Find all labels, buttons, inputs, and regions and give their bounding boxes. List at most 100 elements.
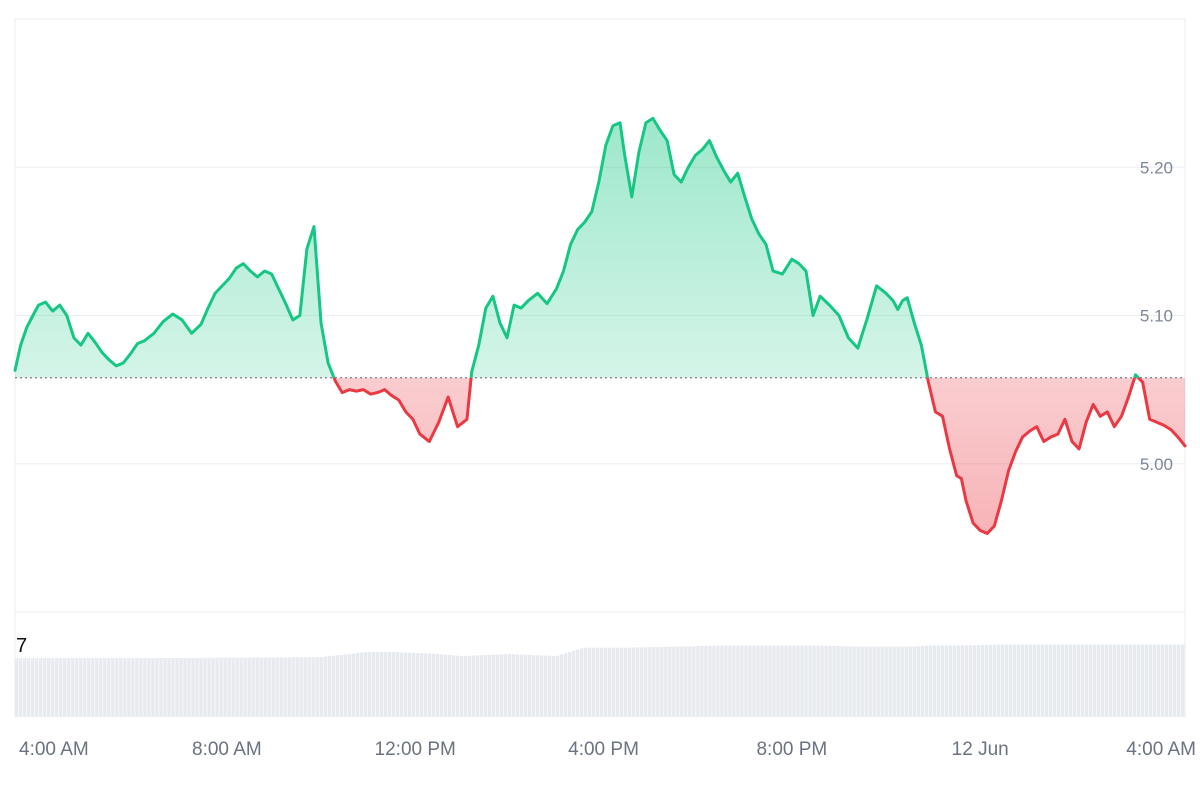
- price-point: [687, 166, 689, 168]
- volume-bar: [547, 655, 552, 717]
- volume-bar: [1136, 644, 1141, 717]
- price-point: [652, 117, 654, 119]
- volume-bar: [1092, 644, 1097, 717]
- price-point: [478, 344, 480, 346]
- volume-bar: [660, 646, 664, 717]
- price-point: [857, 347, 859, 349]
- price-point: [228, 277, 230, 279]
- volume-bar: [431, 653, 436, 717]
- volume-bar: [71, 658, 75, 717]
- price-lines: [13, 116, 1187, 535]
- price-point: [828, 304, 830, 306]
- volume-bar: [656, 647, 660, 717]
- volume-bar: [183, 657, 187, 717]
- price-point: [1127, 396, 1129, 398]
- volume-bar: [760, 645, 764, 717]
- volume-bar: [243, 657, 247, 717]
- y-axis-ticks: 5.20 5.10 5.00: [1140, 158, 1173, 474]
- price-point: [285, 302, 287, 304]
- volume-bar: [920, 646, 924, 717]
- volume-bar: [716, 645, 720, 717]
- price-point: [456, 425, 458, 427]
- volume-bar: [351, 653, 355, 717]
- price-point: [172, 313, 174, 315]
- price-point: [390, 394, 392, 396]
- volume-bar: [688, 646, 692, 717]
- volume-bar: [1032, 644, 1037, 717]
- volume-bar: [600, 647, 604, 717]
- price-point: [94, 341, 96, 343]
- price-point: [1057, 433, 1059, 435]
- volume-bar: [864, 646, 868, 717]
- volume-bar: [355, 653, 359, 717]
- volume-bar: [792, 645, 796, 717]
- volume-bar: [1124, 644, 1129, 717]
- volume-bar: [640, 647, 644, 717]
- price-point: [181, 319, 183, 321]
- price-point: [299, 314, 301, 316]
- volume-bar: [299, 657, 303, 717]
- volume-bar: [67, 658, 71, 717]
- volume-bar: [1100, 644, 1105, 717]
- volume-bar: [1012, 644, 1017, 717]
- price-point: [376, 391, 378, 393]
- volume-bar: [271, 657, 275, 717]
- price-point: [576, 228, 578, 230]
- volume-bar: [515, 654, 520, 717]
- volume-bar: [912, 646, 916, 717]
- price-point: [1035, 425, 1037, 427]
- price-point: [901, 299, 903, 301]
- volume-bar: [443, 654, 448, 717]
- price-point: [1120, 415, 1122, 417]
- price-point: [866, 317, 868, 319]
- volume-bar: [231, 657, 235, 717]
- volume-bar: [499, 654, 504, 717]
- price-point: [1007, 470, 1009, 472]
- volume-bar: [916, 646, 920, 717]
- volume-bar: [91, 658, 95, 717]
- volume-bar: [403, 652, 408, 717]
- volume-bar: [423, 653, 428, 717]
- volume-bar: [908, 646, 912, 717]
- price-point: [791, 258, 793, 260]
- volume-bar: [996, 644, 1001, 717]
- volume-bar: [451, 655, 456, 717]
- volume-bar: [63, 658, 67, 717]
- price-point: [1156, 421, 1158, 423]
- volume-bar: [327, 656, 331, 717]
- volume-bar: [1120, 644, 1125, 717]
- volume-bar: [676, 646, 680, 717]
- volume-bar: [295, 657, 299, 717]
- volume-bar: [187, 657, 191, 717]
- price-point: [447, 396, 449, 398]
- price-point: [897, 308, 899, 310]
- volume-bar: [992, 644, 997, 717]
- volume-bar: [339, 654, 343, 717]
- price-point: [555, 288, 557, 290]
- volume-bar: [952, 645, 957, 717]
- x-tick-label: 4:00 AM: [19, 739, 89, 760]
- volume-bar: [343, 654, 347, 717]
- volume-bar: [664, 646, 668, 717]
- price-point: [527, 299, 529, 301]
- volume-bar: [571, 650, 576, 717]
- volume-bar: [848, 646, 852, 717]
- volume-bar: [587, 647, 592, 717]
- volume-bar: [235, 657, 239, 717]
- volume-bar: [107, 658, 111, 717]
- volume-bar: [579, 648, 584, 717]
- volume-bar: [147, 658, 151, 717]
- volume-bar: [19, 658, 23, 717]
- price-point: [986, 532, 988, 534]
- price-point: [485, 307, 487, 309]
- volume-bar: [1084, 644, 1089, 717]
- volume-bar: [652, 647, 656, 717]
- price-point: [875, 285, 877, 287]
- volume-bar: [744, 645, 748, 717]
- price-point: [591, 211, 593, 213]
- volume-bar: [632, 647, 636, 717]
- area-above-baseline: [15, 118, 1185, 378]
- volume-bar: [131, 658, 135, 717]
- price-point: [798, 262, 800, 264]
- volume-bar: [551, 655, 556, 717]
